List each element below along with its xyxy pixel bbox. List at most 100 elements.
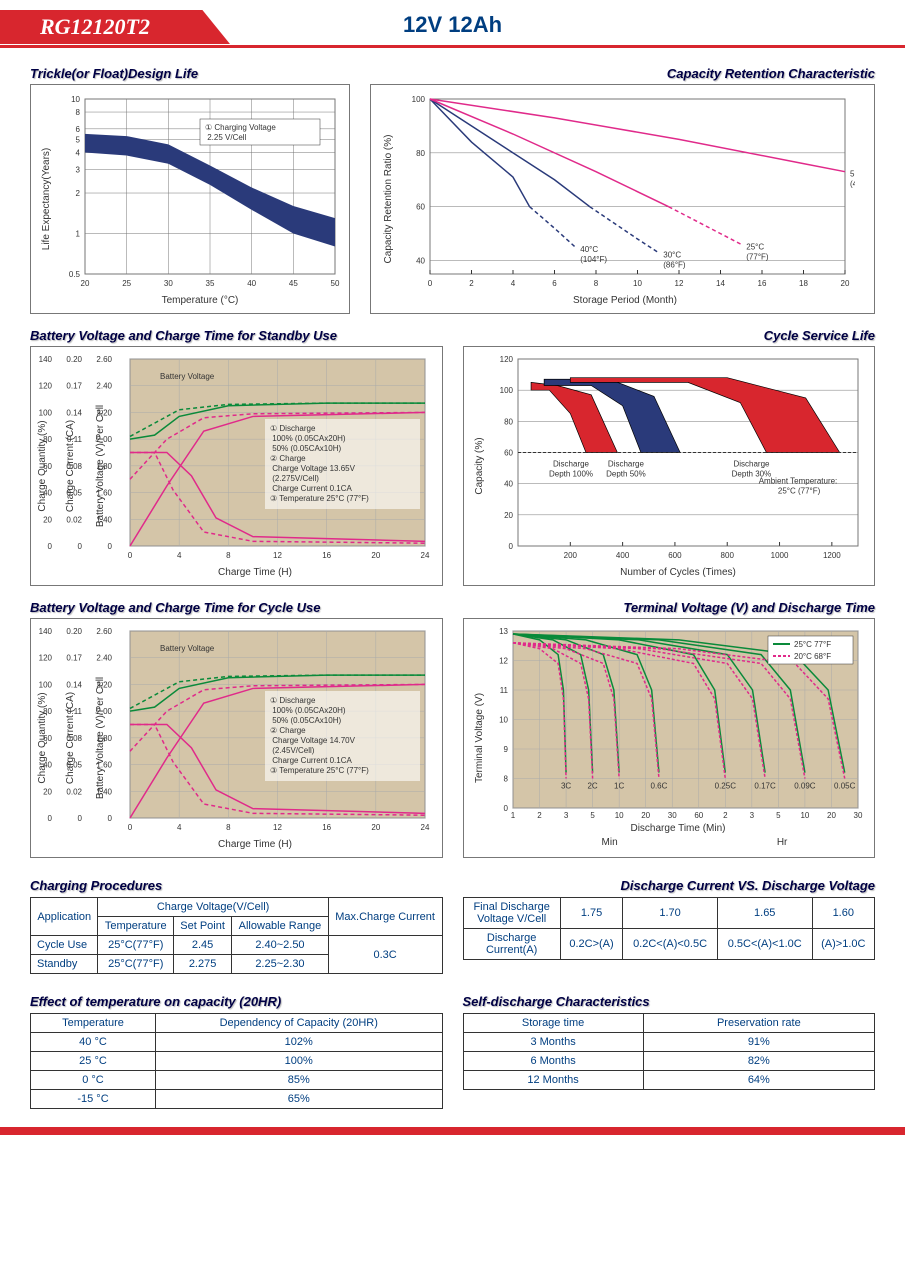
svg-text:Charge Time (H): Charge Time (H): [218, 567, 292, 578]
svg-text:0: 0: [128, 823, 133, 832]
svg-text:2: 2: [537, 811, 542, 820]
svg-text:8: 8: [503, 775, 508, 784]
svg-text:20: 20: [841, 279, 850, 288]
svg-text:Charge Current (CA): Charge Current (CA): [65, 420, 76, 512]
svg-text:100: 100: [499, 386, 513, 395]
svg-text:Battery Voltage: Battery Voltage: [160, 644, 215, 653]
svg-text:Charge Quantity (%): Charge Quantity (%): [37, 692, 48, 783]
svg-text:20: 20: [827, 811, 836, 820]
svg-text:20: 20: [371, 551, 380, 560]
svg-text:60: 60: [694, 811, 703, 820]
svg-text:Life Expectancy(Years): Life Expectancy(Years): [41, 148, 52, 250]
svg-text:14: 14: [716, 279, 725, 288]
header: RG12120T2 12V 12Ah: [30, 10, 875, 48]
chart1: 202530354045500.5123456810① Charging Vol…: [30, 84, 350, 314]
svg-text:0.05C: 0.05C: [834, 782, 856, 791]
svg-text:2.40: 2.40: [96, 654, 112, 663]
svg-text:0.20: 0.20: [66, 355, 82, 364]
self-discharge-table: Storage timePreservation rate3 Months91%…: [463, 1013, 876, 1090]
svg-text:10: 10: [499, 716, 508, 725]
svg-text:Battery Voltage (V)/Per Cell: Battery Voltage (V)/Per Cell: [95, 677, 106, 799]
svg-text:0: 0: [108, 814, 113, 823]
svg-text:80: 80: [416, 149, 425, 158]
svg-text:0: 0: [503, 804, 508, 813]
svg-text:2: 2: [469, 279, 474, 288]
svg-text:3: 3: [76, 165, 81, 174]
chart4: 20040060080010001200020406080100120Disch…: [463, 346, 876, 586]
svg-text:120: 120: [39, 382, 53, 391]
svg-text:2C: 2C: [587, 782, 597, 791]
svg-text:100: 100: [39, 680, 53, 689]
svg-text:12: 12: [273, 823, 282, 832]
discharge-voltage-table: Final Discharge Voltage V/Cell1.751.701.…: [463, 897, 876, 960]
footer-bar: [0, 1127, 905, 1135]
svg-text:5: 5: [590, 811, 595, 820]
svg-text:3C: 3C: [560, 782, 570, 791]
svg-text:35: 35: [206, 279, 215, 288]
svg-text:DischargeDepth 50%: DischargeDepth 50%: [606, 460, 646, 479]
svg-text:40: 40: [416, 257, 425, 266]
chart1-title: Trickle(or Float)Design Life: [30, 66, 350, 81]
chart2-title: Capacity Retention Characteristic: [370, 66, 875, 81]
svg-text:Ambient Temperature: 25°C (77°: Ambient Temperature: 25°C (77°F): [758, 477, 837, 496]
model-badge: RG12120T2: [0, 10, 230, 44]
svg-text:Charge Time (H): Charge Time (H): [218, 839, 292, 850]
svg-text:6: 6: [76, 125, 81, 134]
svg-text:16: 16: [758, 279, 767, 288]
svg-text:Terminal Voltage (V): Terminal Voltage (V): [474, 693, 485, 783]
svg-text:0: 0: [78, 814, 83, 823]
svg-text:20: 20: [81, 279, 90, 288]
svg-text:25: 25: [122, 279, 131, 288]
svg-text:Hr: Hr: [776, 837, 787, 848]
svg-text:8: 8: [594, 279, 599, 288]
svg-text:0: 0: [48, 542, 53, 551]
svg-text:2.60: 2.60: [96, 355, 112, 364]
svg-text:1: 1: [76, 230, 81, 239]
svg-text:400: 400: [615, 551, 629, 560]
svg-text:60: 60: [504, 449, 513, 458]
svg-text:20: 20: [371, 823, 380, 832]
chart3: 0481216202402040608010012014000.020.050.…: [30, 346, 443, 586]
chart2: 0246810121416182040608010040°C(104°F)30°…: [370, 84, 875, 314]
svg-text:4: 4: [177, 551, 182, 560]
svg-text:0.17: 0.17: [66, 382, 82, 391]
svg-text:30: 30: [164, 279, 173, 288]
svg-text:11: 11: [499, 686, 508, 695]
svg-text:20: 20: [43, 787, 52, 796]
svg-text:80: 80: [504, 417, 513, 426]
svg-text:2: 2: [723, 811, 728, 820]
temp-capacity-title: Effect of temperature on capacity (20HR): [30, 994, 443, 1009]
svg-text:10: 10: [633, 279, 642, 288]
svg-text:0.02: 0.02: [66, 515, 82, 524]
svg-text:1200: 1200: [822, 551, 840, 560]
svg-text:120: 120: [39, 654, 53, 663]
svg-text:12: 12: [273, 551, 282, 560]
svg-text:4: 4: [177, 823, 182, 832]
svg-text:20: 20: [43, 515, 52, 524]
svg-text:1C: 1C: [614, 782, 624, 791]
chart4-title: Cycle Service Life: [463, 328, 876, 343]
svg-text:6: 6: [552, 279, 557, 288]
svg-text:12: 12: [499, 657, 508, 666]
svg-text:100: 100: [412, 95, 426, 104]
svg-text:2: 2: [76, 189, 81, 198]
svg-text:12: 12: [675, 279, 684, 288]
svg-text:3: 3: [563, 811, 568, 820]
svg-text:Battery Voltage (V)/Per Cell: Battery Voltage (V)/Per Cell: [95, 405, 106, 527]
charging-table: ApplicationCharge Voltage(V/Cell)Max.Cha…: [30, 897, 443, 974]
self-discharge-title: Self-discharge Characteristics: [463, 994, 876, 1009]
svg-text:0: 0: [128, 551, 133, 560]
svg-text:0.20: 0.20: [66, 627, 82, 636]
svg-text:4: 4: [511, 279, 516, 288]
svg-text:1: 1: [510, 811, 515, 820]
svg-text:0: 0: [48, 814, 53, 823]
svg-text:Capacity Retention Ratio (%): Capacity Retention Ratio (%): [383, 135, 394, 264]
discharge-voltage-title: Discharge Current VS. Discharge Voltage: [463, 878, 876, 893]
svg-text:5°C(41°F): 5°C(41°F): [850, 170, 855, 189]
svg-text:25°C(77°F): 25°C(77°F): [746, 242, 769, 261]
chart5: 0481216202402040608010012014000.020.050.…: [30, 618, 443, 858]
svg-text:45: 45: [289, 279, 298, 288]
svg-text:140: 140: [39, 627, 53, 636]
svg-text:0: 0: [78, 542, 83, 551]
svg-text:4: 4: [76, 149, 81, 158]
